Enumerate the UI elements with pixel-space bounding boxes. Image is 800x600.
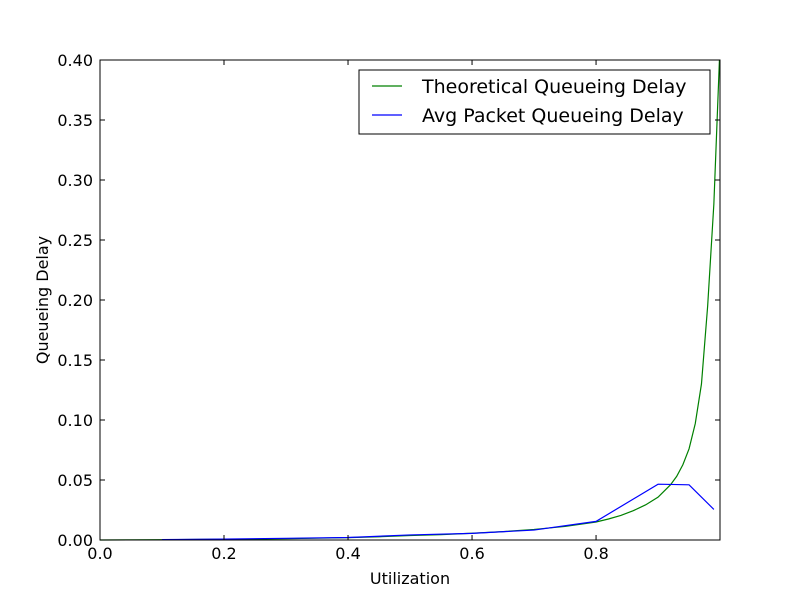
legend-frame <box>358 69 711 135</box>
legend-label-avg-packet: Avg Packet Queueing Delay <box>422 105 684 127</box>
y-tick-label-5: 0.25 <box>57 231 93 250</box>
x-tick-label-3: 0.6 <box>459 544 484 563</box>
plot-area <box>100 60 720 540</box>
y-tick-label-7: 0.35 <box>57 111 93 130</box>
x-tick-label-1: 0.2 <box>211 544 236 563</box>
series-line-avg-packet <box>162 483 715 541</box>
x-tick-label-0: 0.0 <box>87 544 112 563</box>
y-tick-label-8: 0.40 <box>57 51 93 70</box>
y-axis-label: Queueing Delay <box>33 236 52 364</box>
ticks-layer: 0.0 0.2 0.4 0.6 0.8 0.00 0.05 0.10 0.15 0.20 0.25 0… <box>57 51 720 563</box>
legend-label-theoretical: Theoretical Queueing Delay <box>421 76 687 98</box>
x-tick-label-2: 0.4 <box>335 544 360 563</box>
legend: Theoretical Queueing Delay Avg Packet Qu… <box>358 69 711 135</box>
y-tick-label-3: 0.15 <box>57 351 93 370</box>
y-tick-label-6: 0.30 <box>57 171 93 190</box>
y-tick-label-1: 0.05 <box>57 471 93 490</box>
x-axis-label: Utilization <box>370 569 450 588</box>
y-tick-label-2: 0.10 <box>57 411 93 430</box>
series-layer <box>99 59 721 541</box>
y-tick-label-4: 0.20 <box>57 291 93 310</box>
x-tick-label-4: 0.8 <box>583 544 608 563</box>
y-tick-label-0: 0.00 <box>57 531 93 550</box>
